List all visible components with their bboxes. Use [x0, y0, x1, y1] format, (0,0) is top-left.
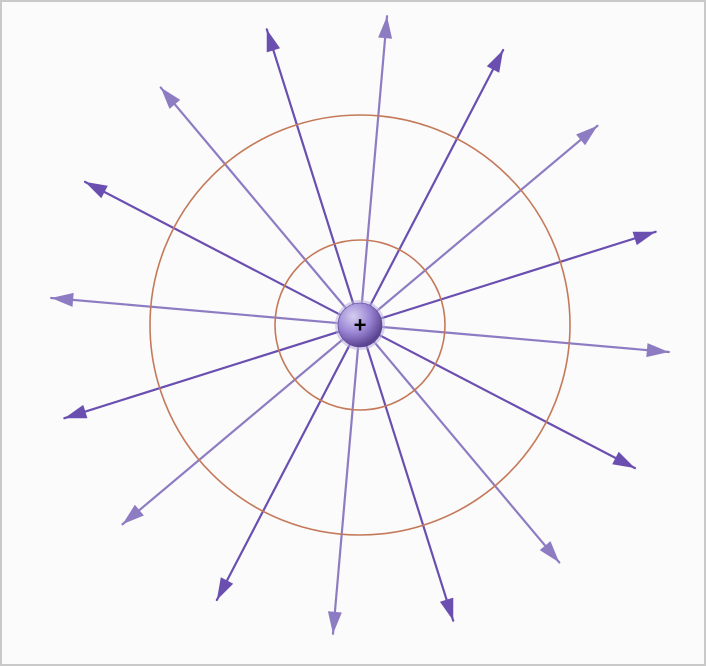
field-diagram-svg: + [0, 0, 706, 666]
positive-charge: + [335, 300, 385, 350]
diagram-canvas: + [0, 0, 706, 666]
charge-label: + [354, 313, 367, 338]
